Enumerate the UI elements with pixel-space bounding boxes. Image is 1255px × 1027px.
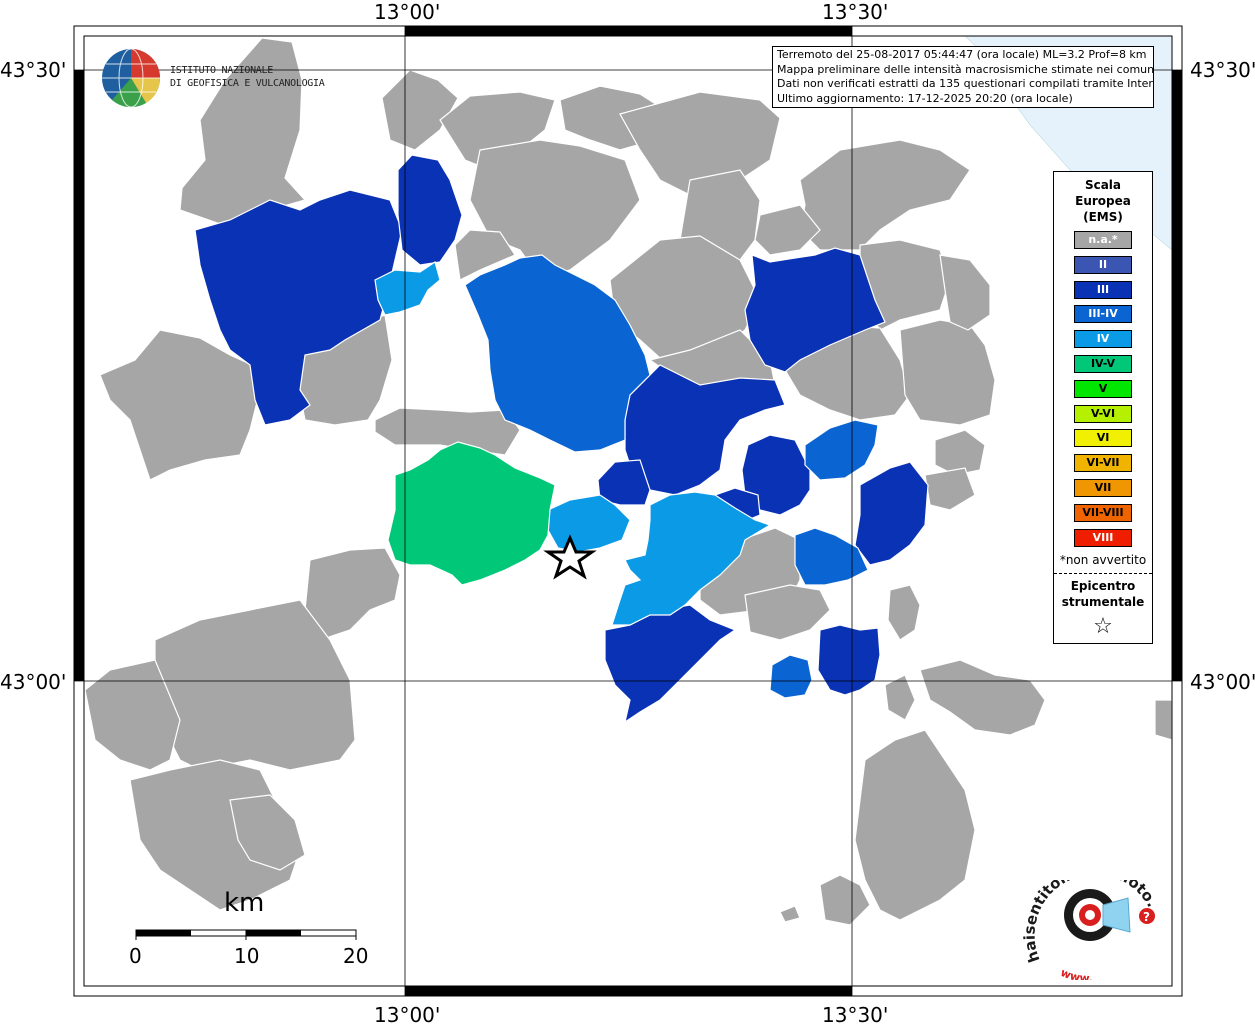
legend-item-7: V-VI xyxy=(1074,404,1132,423)
legend-item-9: VI-VII xyxy=(1074,454,1132,473)
scale-bar-label-0: 0 xyxy=(129,944,142,968)
right-latitude-label-top: 43°30' xyxy=(1190,58,1255,82)
legend-separator xyxy=(1054,573,1152,575)
legend-epicenter-label: Epicentro strumentale xyxy=(1054,578,1152,610)
ingv-logo xyxy=(102,48,161,108)
legend-title-line-3: (EMS) xyxy=(1083,210,1123,224)
municipalities-intensity-iii xyxy=(194,154,929,724)
scale-bar xyxy=(135,929,357,940)
svg-text:haisentitoilterremoto.it: haisentitoilterremoto.it xyxy=(1020,880,1161,965)
event-info-line-4: Ultimo aggiornamento: 17-12-2025 20:20 (… xyxy=(777,91,1073,105)
legend-item-4: IV xyxy=(1074,330,1132,349)
intensity-legend: Scala Europea (EMS) n.a.* II III III-IV IV IV… xyxy=(1053,171,1153,644)
legend-item-2: III xyxy=(1074,280,1132,299)
legend-items: n.a.* II III III-IV IV IV-V V V-VI VI VI-VII VII VI… xyxy=(1054,231,1152,547)
municipalities-not-available xyxy=(84,37,1173,926)
ingv-logo-text: ISTITUTO NAZIONALE DI GEOFISICA E VULCAN… xyxy=(170,64,325,90)
bottom-longitude-label-right: 13°30' xyxy=(822,1003,889,1027)
legend-note: *non avvertito xyxy=(1059,553,1147,568)
brand-text-svg: haisentitoilterremoto.it www. xyxy=(1016,860,1161,985)
legend-item-8: VI xyxy=(1074,429,1132,448)
municipalities-intensity-iv xyxy=(374,261,772,626)
brand-name: haisentitoilterremoto.it xyxy=(1016,860,1161,964)
legend-star-icon: ☆ xyxy=(1093,614,1113,640)
legend-item-5: IV-V xyxy=(1074,354,1132,373)
legend-item-0: n.a.* xyxy=(1074,231,1132,249)
event-info-line-2: Mappa preliminare delle intensità macros… xyxy=(777,62,1154,76)
legend-item-1: II xyxy=(1074,255,1132,274)
ingv-line-1: ISTITUTO NAZIONALE xyxy=(170,65,273,76)
svg-text:www.: www. xyxy=(1059,966,1093,980)
brand-question-mark: ? xyxy=(1143,910,1150,924)
frame-thick-segments xyxy=(74,26,1182,996)
left-latitude-label-top: 43°30' xyxy=(0,58,67,82)
brand-text: haisentitoilterremoto.it www. xyxy=(1016,860,1170,985)
legend-epicenter-line-1: Epicentro xyxy=(1070,579,1136,594)
top-longitude-label-right: 13°30' xyxy=(822,0,889,24)
epicenter-star xyxy=(543,534,597,580)
legend-item-10: VII xyxy=(1074,478,1132,497)
brand-www: www. xyxy=(1059,966,1093,985)
legend-title-line-2: Europea xyxy=(1075,194,1131,208)
event-info-box: Terremoto del 25-08-2017 05:44:47 (ora l… xyxy=(772,46,1154,108)
ingv-line-2: DI GEOFISICA E VULCANOLOGIA xyxy=(170,78,325,89)
brand-logo: ? xyxy=(1064,889,1155,941)
grid-lines xyxy=(74,26,1182,996)
legend-item-11: VII-VIII xyxy=(1074,503,1132,522)
right-latitude-label-bottom: 43°00' xyxy=(1190,670,1255,694)
scale-bar-title: km xyxy=(224,888,265,918)
bottom-longitude-label-left: 13°00' xyxy=(374,1003,441,1027)
municipalities-intensity-iv-v xyxy=(387,441,556,586)
scale-bar-label-20: 20 xyxy=(343,944,369,968)
top-longitude-label-left: 13°00' xyxy=(374,0,441,24)
event-info-line-1: Terremoto del 25-08-2017 05:44:47 (ora l… xyxy=(777,48,1147,61)
legend-item-12: VIII xyxy=(1074,528,1132,547)
municipalities-intensity-iii-iv xyxy=(464,254,879,699)
legend-title: Scala Europea (EMS) xyxy=(1054,177,1152,225)
legend-epicenter-line-2: strumentale xyxy=(1061,595,1145,610)
event-info-line-3: Dati non verificati estratti da 135 ques… xyxy=(777,77,1154,90)
legend-item-6: V xyxy=(1074,379,1132,398)
scale-bar-label-10: 10 xyxy=(234,944,260,968)
legend-item-3: III-IV xyxy=(1074,305,1132,324)
legend-title-line-1: Scala xyxy=(1084,178,1122,192)
left-latitude-label-bottom: 43°00' xyxy=(0,670,67,694)
